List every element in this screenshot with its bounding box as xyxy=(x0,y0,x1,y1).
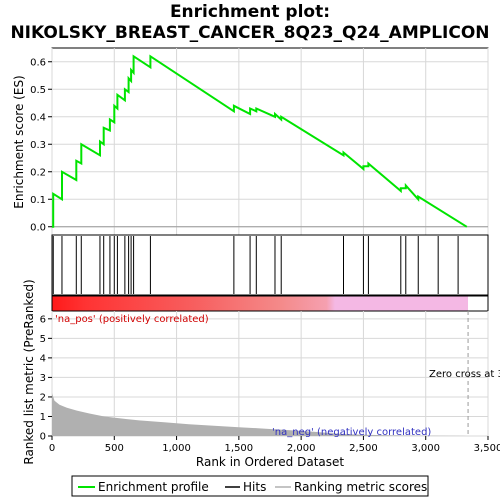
x-tick-label: 0 xyxy=(49,443,55,454)
legend-box xyxy=(71,475,429,497)
es-y-axis: 0.0 0.1 0.2 0.3 0.4 0.5 0.6 xyxy=(30,57,52,233)
enrichment-profile-line xyxy=(52,54,468,228)
x-tick-label: 3,500 xyxy=(474,443,500,454)
chart-title-line1: Enrichment plot: xyxy=(170,2,330,22)
x-tick-label: 1,500 xyxy=(225,443,254,454)
metric-tick-label: 6 xyxy=(40,314,46,325)
metric-tick-label: 2 xyxy=(40,392,46,403)
metric-tick-label: 4 xyxy=(40,353,46,364)
positive-correlation-label: 'na_pos' (positively correlated) xyxy=(55,314,209,325)
metric-y-axis-label: Ranked list metric (PreRanked) xyxy=(22,279,36,464)
correlation-band-empty xyxy=(468,296,488,311)
chart-title-line2: NIKOLSKY_BREAST_CANCER_8Q23_Q24_AMPLICON xyxy=(10,23,489,43)
x-tick-label: 1,000 xyxy=(162,443,191,454)
es-tick-label: 0.3 xyxy=(30,140,46,151)
x-axis-label: Rank in Ordered Dataset xyxy=(196,455,344,469)
correlation-band-fill xyxy=(52,296,469,311)
legend-item-profile: Enrichment profile xyxy=(98,480,209,494)
zero-cross-label: Zero cross at 3 xyxy=(429,369,500,380)
correlation-band xyxy=(51,295,489,312)
x-tick-label: 500 xyxy=(105,443,124,454)
es-tick-label: 0.1 xyxy=(30,195,46,206)
ranking-metric-area xyxy=(52,393,467,436)
metric-tick-label: 5 xyxy=(40,334,46,345)
metric-tick-label: 3 xyxy=(40,373,46,384)
x-tick-label: 2,500 xyxy=(349,443,378,454)
metric-y-axis: 0 1 2 3 4 5 6 xyxy=(40,314,52,443)
legend: Enrichment profile Hits Ranking metric s… xyxy=(71,475,429,497)
metric-tick-label: 0 xyxy=(40,432,46,443)
x-axis: 0 500 1,000 1,500 2,000 2,500 3,000 3,500 xyxy=(49,436,500,454)
es-y-axis-label: Enrichment score (ES) xyxy=(12,75,26,208)
metric-tick-label: 1 xyxy=(40,412,46,423)
legend-item-metric: Ranking metric scores xyxy=(294,480,427,494)
hits-markers xyxy=(52,236,459,294)
metric-panel xyxy=(51,310,489,437)
es-tick-label: 0.4 xyxy=(30,112,46,123)
x-tick-label: 3,000 xyxy=(411,443,440,454)
es-tick-label: 0.2 xyxy=(30,167,46,178)
es-tick-label: 0.0 xyxy=(30,222,46,233)
x-tick-label: 2,000 xyxy=(287,443,316,454)
es-panel xyxy=(51,47,489,236)
legend-item-hits: Hits xyxy=(243,480,266,494)
negative-correlation-label: 'na_neg' (negatively correlated) xyxy=(272,427,431,438)
es-tick-label: 0.5 xyxy=(30,85,46,96)
es-tick-label: 0.6 xyxy=(30,57,46,68)
